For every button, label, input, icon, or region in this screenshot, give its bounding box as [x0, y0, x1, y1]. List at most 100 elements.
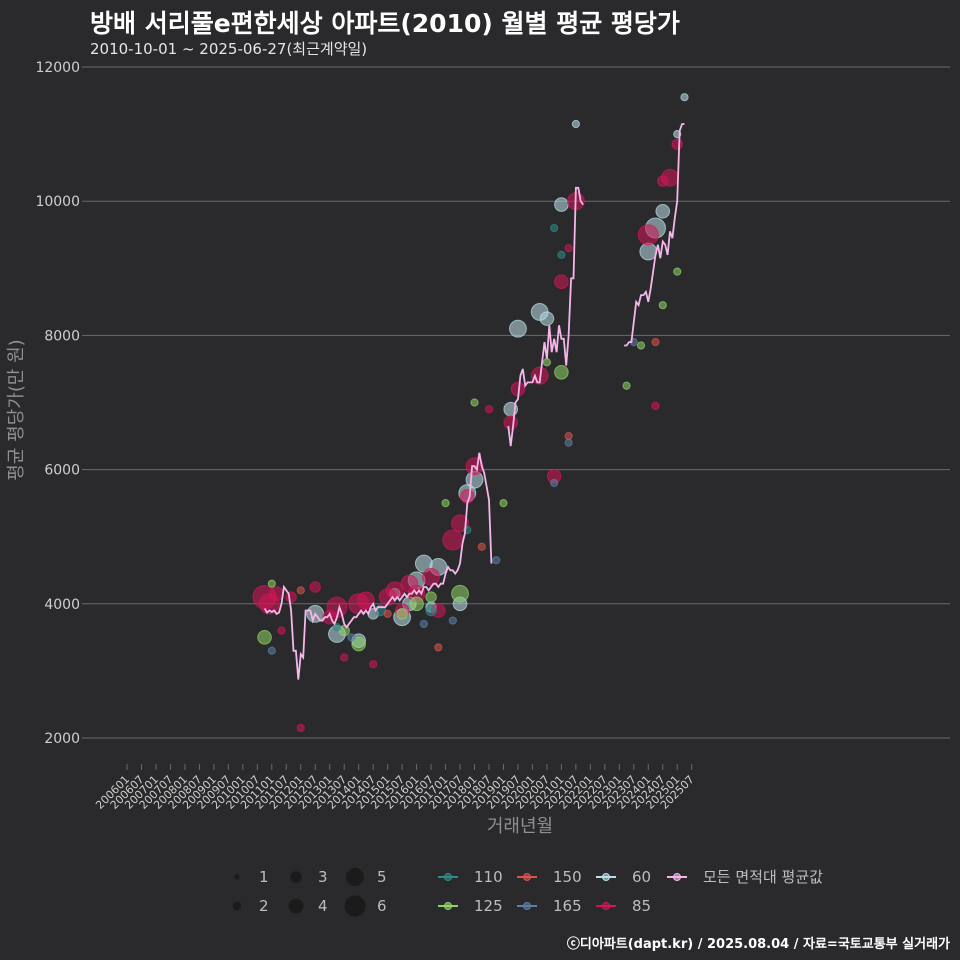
- point-125: [257, 630, 272, 645]
- point-150: [651, 338, 660, 347]
- point-165: [347, 633, 356, 642]
- size-legend-label: 2: [259, 897, 269, 915]
- point-125: [554, 365, 569, 380]
- area-legend-marker: [523, 902, 531, 910]
- point-125: [673, 267, 682, 276]
- point-110: [550, 223, 559, 233]
- point-85: [554, 274, 569, 290]
- average-line-segment: [263, 452, 493, 680]
- point-125: [542, 358, 552, 367]
- y-tick-label: 6000: [44, 463, 80, 479]
- point-85: [296, 723, 305, 733]
- point-125: [658, 301, 667, 310]
- source-caption: ⓒ디아파트(dapt.kr) / 2025.08.04 / 자료=국토교통부 실…: [566, 937, 950, 952]
- point-85: [564, 244, 573, 253]
- y-axis-title: 평균 평당가(만 원): [6, 339, 27, 480]
- y-tick-label: 8000: [44, 328, 80, 344]
- point-150: [434, 643, 443, 652]
- point-125: [267, 579, 276, 588]
- point-165: [448, 616, 457, 625]
- point-165: [492, 556, 501, 565]
- size-legend-marker: [290, 871, 302, 883]
- point-85: [442, 529, 464, 551]
- point-85: [671, 138, 683, 150]
- area-legend-label: 150: [553, 868, 582, 886]
- point-110: [332, 623, 342, 632]
- size-legend-marker: [232, 901, 242, 911]
- point-110: [557, 250, 566, 259]
- point-165: [419, 619, 428, 629]
- point-60: [539, 311, 555, 326]
- size-legend-marker: [234, 874, 240, 880]
- area-legend-label: 85: [632, 897, 651, 915]
- y-tick-label: 2000: [44, 731, 80, 747]
- area-legend-marker: [444, 902, 452, 910]
- area-legend-label: 110: [474, 868, 503, 886]
- area-legend-marker: [523, 873, 531, 881]
- point-125: [636, 341, 646, 350]
- point-150: [383, 609, 392, 618]
- point-150: [477, 542, 486, 551]
- point-125: [351, 636, 366, 652]
- point-60: [571, 119, 580, 129]
- point-85: [484, 405, 494, 414]
- area-legend: 110 125 150 165 60 85 모든 면적대 평균값: [438, 868, 823, 915]
- point-60: [554, 197, 569, 212]
- point-125: [470, 398, 479, 407]
- average-line-segment: [507, 186, 584, 447]
- y-tick-label: 4000: [44, 597, 80, 613]
- area-legend-label: 165: [553, 897, 582, 915]
- point-85: [357, 591, 375, 610]
- point-165: [564, 438, 573, 447]
- area-legend-marker: [602, 902, 610, 910]
- chart-title: 방배 서리풀e편한세상 아파트(2010) 월별 평균 평당가: [90, 9, 680, 38]
- point-165: [550, 478, 559, 488]
- area-legend-marker: [444, 873, 452, 881]
- area-legend-label: 60: [632, 868, 651, 886]
- average-line-segment: [624, 123, 685, 347]
- point-150: [564, 431, 573, 441]
- point-85: [277, 626, 286, 635]
- x-tick-labels: 2006012006072007012007072008012008072009…: [93, 764, 697, 812]
- point-110: [425, 604, 437, 617]
- point-85: [651, 401, 660, 410]
- size-legend-label: 3: [318, 868, 328, 886]
- point-60: [680, 93, 689, 102]
- size-legend-label: 5: [377, 868, 387, 886]
- y-tick-label: 10000: [35, 194, 80, 210]
- point-85: [369, 660, 378, 669]
- size-legend-marker: [346, 868, 364, 886]
- average-line: [263, 123, 685, 680]
- point-125: [425, 591, 437, 603]
- point-60: [655, 203, 671, 219]
- area-legend-marker: [673, 873, 681, 881]
- area-legend-label: 125: [474, 897, 503, 915]
- y-tick-labels: 2000 4000 6000 8000 10000 12000: [35, 60, 80, 747]
- area-legend-marker: [602, 873, 610, 881]
- size-legend-marker: [344, 895, 366, 917]
- area-legend-label: 모든 면적대 평균값: [703, 868, 823, 886]
- point-165: [267, 646, 276, 655]
- x-axis-title: 거래년월: [487, 816, 553, 837]
- point-125: [451, 584, 469, 603]
- chart-subtitle: 2010-10-01 ~ 2025-06-27(최근계약일): [90, 40, 368, 58]
- point-85: [309, 581, 321, 593]
- point-60: [639, 242, 658, 261]
- point-85: [422, 568, 440, 586]
- size-legend-label: 6: [377, 897, 387, 915]
- size-legend: 1 2 3 4 5 6: [232, 868, 387, 917]
- point-85: [340, 653, 349, 662]
- point-85: [503, 415, 519, 430]
- scatter-points: [252, 93, 689, 733]
- point-85: [385, 581, 404, 600]
- size-legend-label: 4: [318, 897, 328, 915]
- point-125: [441, 499, 450, 508]
- y-tick-label: 12000: [35, 60, 80, 76]
- point-125: [396, 608, 408, 620]
- point-150: [296, 586, 305, 595]
- size-legend-marker: [288, 898, 304, 914]
- point-125: [409, 596, 424, 612]
- point-85: [637, 224, 659, 246]
